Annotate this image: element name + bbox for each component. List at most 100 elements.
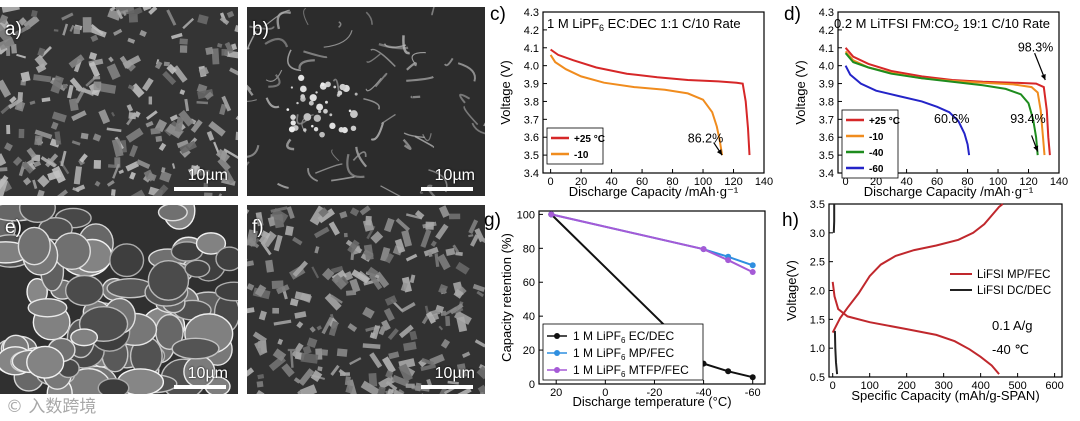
sem-ridge [315,163,343,174]
sem-flake [298,368,315,386]
sem-grain [195,232,227,255]
sem-flake [328,320,339,337]
sem-flake [345,384,354,394]
sem-flake [171,163,176,169]
legend-label: -40 [869,148,884,159]
sem-flake [82,17,92,33]
sem-flake [267,216,276,227]
sem-flake [69,24,75,32]
x-tick-label: 120 [1019,176,1037,188]
sem-grain [147,260,190,301]
sem-ridge [303,7,309,26]
y-tick-label: 60 [523,277,535,289]
sem-flake [438,205,450,218]
sem-flake [71,110,87,122]
series-line [844,52,1039,156]
sem-flake [457,387,472,394]
sem-flake [215,148,231,163]
sem-flake [34,135,43,146]
sem-flake [221,95,232,112]
y-tick-label: 3.6 [524,132,539,144]
sem-flake [169,114,179,122]
chart-title-part: 6 [599,23,604,33]
sem-flake [18,128,25,139]
sem-grain [214,281,238,302]
sem-flake [221,178,236,186]
sem-flake [398,363,413,382]
y-tick-label: 3.4 [524,168,539,180]
legend-label: +25 °C [574,134,605,145]
sem-flake [108,164,116,169]
sem-flake [403,341,417,352]
series-line [831,281,1000,375]
legend-label-part: 1 M LiPF [573,346,621,360]
sem-flake [400,302,416,313]
x-tick-label: 40 [605,176,617,188]
sem-flake [223,169,235,185]
panel-letter: e) [5,217,22,238]
sem-flake [414,382,422,392]
sem-particle [316,103,324,111]
sem-flake [0,175,9,192]
sem-ridge [331,149,340,162]
sem-flake [383,217,395,233]
sem-flake [366,266,379,279]
sem-flake [125,127,144,143]
sem-flake [438,283,448,295]
sem-flake [271,280,284,290]
sem-flake [141,7,152,12]
sem-flake [384,295,398,306]
sem-particle [354,92,358,96]
legend-label-part: 1 M LiPF [573,363,621,377]
sem-flake [247,307,255,315]
sem-flake [381,319,391,331]
sem-image-f: f) 10µm [247,205,485,394]
sem-flake [421,357,435,366]
sem-flake [197,14,209,25]
sem-flake [294,291,312,302]
sem-flake [119,55,131,70]
y-tick-label: 3.9 [524,79,539,91]
annotation-label: 60.6% [934,112,969,126]
sem-flake [1,7,20,13]
sem-flake [21,161,34,174]
sem-flake [344,376,351,386]
legend-label: -10 [869,132,884,143]
arrow-head [716,149,723,156]
sem-flake [449,213,461,220]
sem-flake [247,260,255,268]
sem-flake [345,289,357,296]
sem-flake [79,153,88,163]
series-line [833,330,839,375]
series-line [551,213,754,273]
sem-flake [34,54,48,69]
sem-flake [272,348,287,362]
sem-flake [247,367,255,377]
sem-particle [329,122,336,130]
sem-grain [26,345,65,379]
sem-flake [223,148,238,160]
sem-flake [20,71,31,83]
annotation-label: 98.3% [1018,40,1053,54]
sem-flake [142,77,154,92]
sem-flake [198,66,210,77]
legend-label: -60 [869,164,884,175]
legend-label-part: EC/DEC [625,329,674,343]
y-axis-label: Voltage(V) [784,260,799,321]
sem-flake [90,34,99,43]
sem-flake [160,167,166,173]
sem-ridge [276,11,291,30]
sem-flake [37,174,50,188]
sem-flake [109,7,116,12]
sem-flake [260,241,272,256]
panel-letter: f) [252,217,264,238]
sem-flake [273,319,292,326]
sem-texture [0,7,238,196]
chart-note: -40 ℃ [992,342,1029,357]
sem-image-a: a) 10µm [0,7,238,196]
sem-flake [254,284,267,297]
sem-grain [64,274,104,307]
sem-ridge [457,62,476,82]
sem-flake [165,123,183,139]
sem-flake [368,372,378,387]
